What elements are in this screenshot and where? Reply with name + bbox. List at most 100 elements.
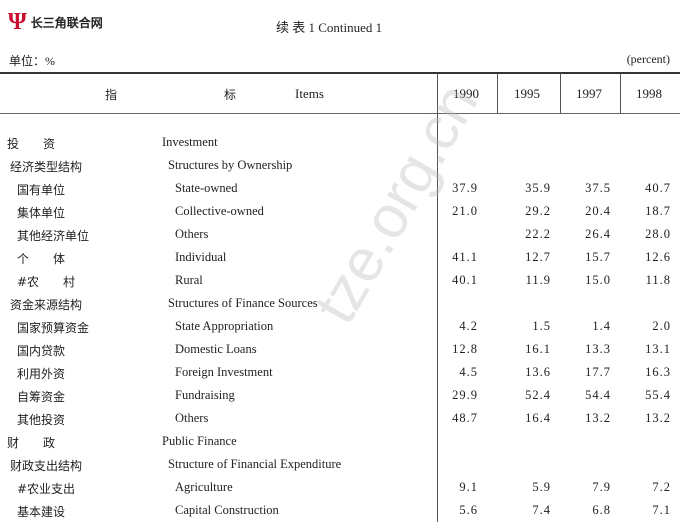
cell-value: 2.0 <box>652 319 671 333</box>
column-divider <box>437 73 438 522</box>
row-label-zh: 投 资 <box>7 137 56 151</box>
cell-value: 6.8 <box>592 503 611 517</box>
cell-value: 1.5 <box>532 319 551 333</box>
row-label-en: Structure of Financial Expenditure <box>168 457 342 471</box>
table-row: #农业支出 Agriculture 9.1 5.9 7.9 7.2 <box>0 480 680 503</box>
cell-value: 7.2 <box>652 480 671 494</box>
logo: Ψ 长三角联合网 <box>8 10 103 34</box>
table-row: 其他投资 Others 48.7 16.4 13.2 13.2 <box>0 411 680 434</box>
header-year: 1990 <box>453 86 479 101</box>
cell-value: 7.9 <box>592 480 611 494</box>
cell-value: 16.3 <box>645 365 671 379</box>
cell-value: 54.4 <box>585 388 611 402</box>
row-label-en: Domestic Loans <box>175 342 257 356</box>
header-year: 1998 <box>636 86 662 101</box>
table-row: #农 村 Rural 40.1 11.9 15.0 11.8 <box>0 273 680 296</box>
row-label-zh: 经济类型结构 <box>10 160 83 174</box>
cell-value: 29.2 <box>525 204 551 218</box>
row-label-en: Collective-owned <box>175 204 264 218</box>
row-label-en: Capital Construction <box>175 503 279 517</box>
cell-value: 12.6 <box>645 250 671 264</box>
cell-value: 11.8 <box>645 273 671 287</box>
table-row: 自筹资金 Fundraising 29.9 52.4 54.4 55.4 <box>0 388 680 411</box>
table-title: 续 表 1 Continued 1 <box>276 20 383 35</box>
row-label-zh: 国家预算资金 <box>17 321 90 335</box>
cell-value: 17.7 <box>585 365 611 379</box>
cell-value: 52.4 <box>525 388 551 402</box>
table-row: 国家预算资金 State Appropriation 4.2 1.5 1.4 2.0 <box>0 319 680 342</box>
table-row: 资金来源结构 Structures of Finance Sources <box>0 296 680 319</box>
cell-value: 4.5 <box>459 365 478 379</box>
unit-label-en: (percent) <box>626 52 670 66</box>
cell-value: 15.0 <box>585 273 611 287</box>
cell-value: 13.6 <box>525 365 551 379</box>
table-row: 经济类型结构 Structures by Ownership <box>0 158 680 181</box>
cell-value: 16.1 <box>525 342 551 356</box>
row-label-zh: 集体单位 <box>17 206 66 220</box>
row-label-en: Individual <box>175 250 227 264</box>
cell-value: 22.2 <box>525 227 551 241</box>
row-label-zh: 国有单位 <box>17 183 66 197</box>
table-row: 基本建设 Capital Construction 5.6 7.4 6.8 7.1 <box>0 503 680 526</box>
header-items: Items <box>295 86 324 101</box>
row-label-en: Fundraising <box>175 388 235 402</box>
row-label-en: Investment <box>162 135 218 149</box>
row-label-zh: #农业支出 <box>17 482 76 496</box>
cell-value: 9.1 <box>459 480 478 494</box>
header-year: 1997 <box>576 86 602 101</box>
table-row: 国内贷款 Domestic Loans 12.8 16.1 13.3 13.1 <box>0 342 680 365</box>
logo-text: 长三角联合网 <box>30 15 103 30</box>
cell-value: 15.7 <box>585 250 611 264</box>
logo-psi-icon: Ψ <box>8 9 27 35</box>
row-label-en: Agriculture <box>175 480 233 494</box>
cell-value: 48.7 <box>452 411 478 425</box>
header-zh-2: 标 <box>224 88 237 102</box>
cell-value: 13.2 <box>585 411 611 425</box>
row-label-zh: 资金来源结构 <box>10 298 83 312</box>
header-year: 1995 <box>514 86 540 101</box>
cell-value: 18.7 <box>645 204 671 218</box>
cell-value: 16.4 <box>525 411 551 425</box>
cell-value: 20.4 <box>585 204 611 218</box>
cell-value: 7.4 <box>532 503 551 517</box>
row-label-zh: 其他经济单位 <box>17 229 90 243</box>
cell-value: 1.4 <box>592 319 611 333</box>
table-row: 财政支出结构 Structure of Financial Expenditure <box>0 457 680 480</box>
row-label-en: State Appropriation <box>175 319 274 333</box>
column-divider <box>560 73 561 113</box>
row-label-en: Others <box>175 227 209 241</box>
cell-value: 11.9 <box>525 273 551 287</box>
row-label-en: Public Finance <box>162 434 237 448</box>
cell-value: 4.2 <box>459 319 478 333</box>
row-label-zh: #农 村 <box>17 275 76 289</box>
table-row: 国有单位 State-owned 37.9 35.9 37.5 40.7 <box>0 181 680 204</box>
table-row: 集体单位 Collective-owned 21.0 29.2 20.4 18.7 <box>0 204 680 227</box>
row-label-zh: 国内贷款 <box>17 344 66 358</box>
cell-value: 28.0 <box>645 227 671 241</box>
cell-value: 29.9 <box>452 388 478 402</box>
cell-value: 40.7 <box>645 181 671 195</box>
table-row: 投 资 Investment <box>0 135 680 158</box>
cell-value: 5.9 <box>532 480 551 494</box>
row-label-zh: 其他投资 <box>17 413 66 427</box>
cell-value: 21.0 <box>452 204 478 218</box>
cell-value: 13.3 <box>585 342 611 356</box>
cell-value: 26.4 <box>585 227 611 241</box>
cell-value: 37.5 <box>585 181 611 195</box>
table-row: 财 政 Public Finance <box>0 434 680 457</box>
row-label-zh: 自筹资金 <box>17 390 66 404</box>
cell-value: 55.4 <box>645 388 671 402</box>
table-row: 个 体 Individual 41.1 12.7 15.7 12.6 <box>0 250 680 273</box>
cell-value: 12.8 <box>452 342 478 356</box>
row-label-zh: 财 政 <box>7 436 56 450</box>
row-label-zh: 财政支出结构 <box>10 459 83 473</box>
row-label-en: Foreign Investment <box>175 365 273 379</box>
table-top-rule <box>0 72 680 74</box>
header-zh-1: 指 <box>105 88 118 102</box>
row-label-en: State-owned <box>175 181 238 195</box>
cell-value: 35.9 <box>525 181 551 195</box>
cell-value: 5.6 <box>459 503 478 517</box>
cell-value: 7.1 <box>652 503 671 517</box>
unit-label-zh: 单位：% <box>9 54 55 68</box>
table-row: 其他经济单位 Others 22.2 26.4 28.0 <box>0 227 680 250</box>
